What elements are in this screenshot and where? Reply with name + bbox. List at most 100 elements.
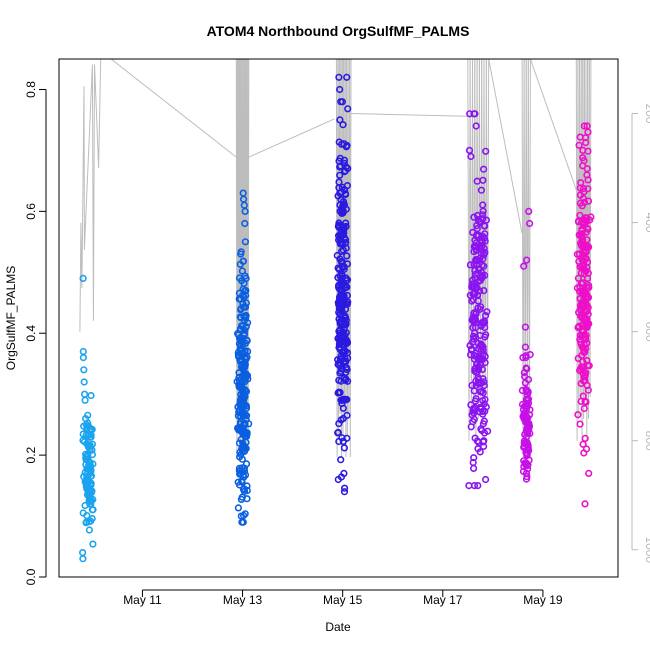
data-point (466, 261, 475, 269)
data-point (336, 201, 344, 209)
data-point (473, 261, 481, 269)
data-point (479, 215, 487, 223)
data-point (243, 495, 251, 503)
data-point (237, 420, 245, 428)
data-point (469, 418, 477, 426)
data-point (241, 411, 249, 419)
data-point (478, 236, 486, 244)
data-points (78, 73, 595, 563)
data-point (479, 201, 487, 209)
data-point (234, 504, 242, 512)
data-point (82, 482, 90, 491)
data-point (577, 280, 586, 288)
data-point (519, 354, 527, 362)
data-point (340, 156, 349, 164)
data-point (85, 458, 93, 467)
data-point (581, 500, 589, 508)
data-point (524, 420, 533, 428)
data-point (239, 257, 247, 265)
x-tick-label: May 15 (323, 593, 363, 607)
data-point (335, 333, 344, 341)
data-point (584, 225, 592, 233)
data-point (343, 298, 351, 306)
data-point (89, 506, 97, 514)
data-point (337, 188, 345, 196)
axes: May 11 May 13 May 15 May 17 May 19 0.0 0.2 0.4 0… (24, 81, 650, 607)
data-point (334, 360, 342, 369)
data-point (579, 184, 588, 193)
data-point (480, 319, 489, 327)
altitude-connector (529, 58, 577, 191)
data-point (521, 379, 530, 387)
data-point (339, 264, 347, 272)
data-point (580, 286, 588, 295)
data-point (335, 388, 343, 396)
x-axis-label: Date (325, 620, 351, 634)
y-tick-label: 0.6 (24, 203, 38, 220)
data-point (576, 335, 584, 344)
data-point (343, 182, 352, 190)
data-point (470, 110, 478, 118)
data-point (584, 197, 593, 205)
data-point (583, 381, 591, 390)
data-point (580, 218, 588, 226)
data-point (80, 390, 89, 398)
data-point (466, 341, 474, 350)
data-point (87, 500, 95, 508)
data-point (482, 475, 490, 484)
data-point (340, 488, 349, 496)
altitude-connector (488, 58, 523, 234)
data-point (473, 211, 482, 220)
data-point (471, 270, 480, 278)
data-point (525, 207, 533, 215)
data-point (520, 437, 529, 445)
data-point (86, 426, 94, 434)
data-point (469, 316, 477, 324)
data-point (240, 399, 248, 407)
x-tick-label: May 11 (123, 593, 162, 607)
data-point (85, 518, 93, 526)
secondary-y-tick-label: 1000 (643, 536, 650, 563)
data-point (337, 294, 345, 302)
data-point (473, 231, 481, 239)
data-point (340, 469, 348, 478)
data-point (242, 444, 250, 453)
data-point (241, 207, 249, 215)
data-point (242, 274, 250, 283)
data-point (240, 464, 248, 472)
data-point (585, 469, 593, 478)
secondary-y-tick-label: 800 (643, 431, 650, 451)
data-point (482, 216, 491, 224)
data-point (241, 374, 249, 382)
data-point (582, 445, 591, 453)
data-point (341, 358, 349, 366)
data-point (472, 242, 480, 250)
data-point (523, 391, 531, 399)
data-point (574, 323, 582, 332)
data-point (85, 526, 93, 534)
data-point (79, 347, 87, 356)
data-point (520, 402, 529, 410)
y-tick-label: 0.2 (24, 446, 38, 463)
data-point (582, 294, 590, 302)
data-point (335, 340, 344, 348)
y-tick-label: 0.0 (24, 568, 38, 585)
data-point (335, 301, 344, 309)
data-point (481, 248, 489, 256)
data-point (520, 262, 528, 270)
data-point (477, 186, 486, 194)
data-point (469, 409, 477, 417)
data-point (338, 247, 346, 255)
data-point (473, 246, 481, 254)
data-point (586, 216, 594, 224)
data-point (522, 461, 530, 469)
data-point (341, 484, 349, 492)
data-point (580, 188, 588, 196)
data-point (240, 487, 249, 496)
altitude-connector (351, 113, 468, 117)
data-point (237, 469, 245, 477)
data-point (80, 366, 88, 374)
data-point (481, 333, 489, 341)
data-point (574, 411, 582, 419)
data-point (465, 482, 473, 490)
